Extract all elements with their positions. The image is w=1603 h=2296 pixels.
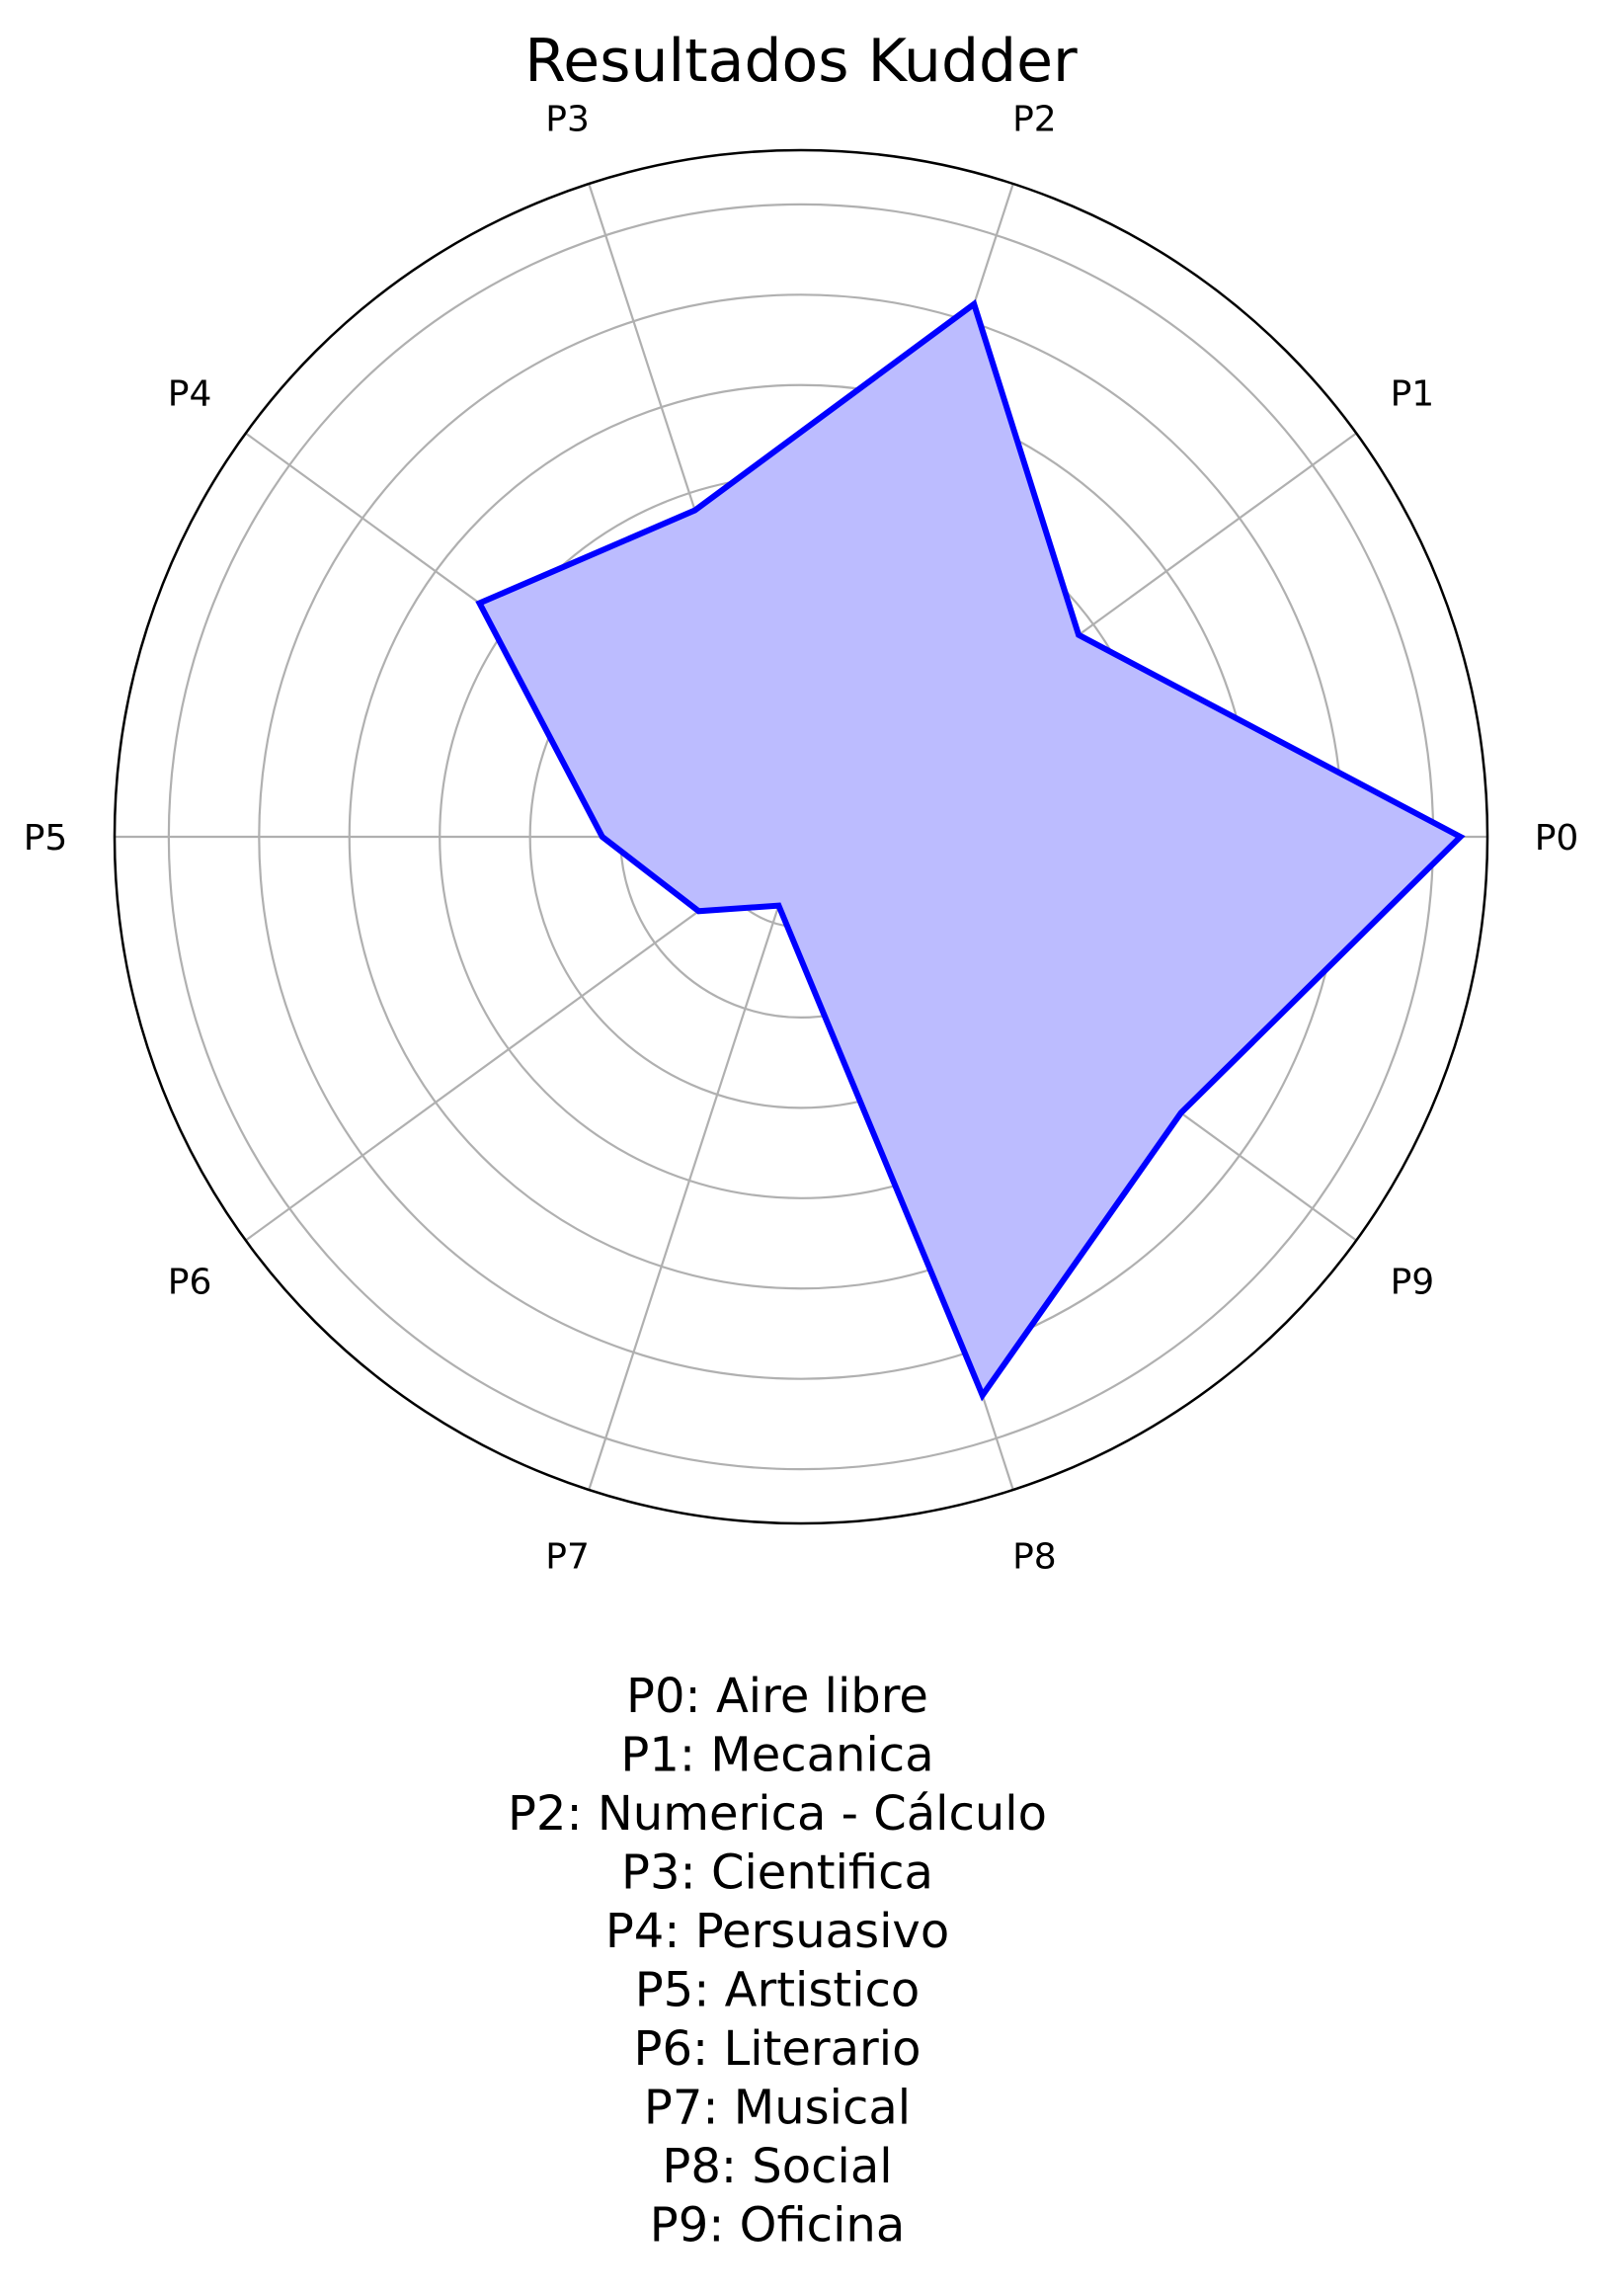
chart-title: Resultados Kudder [524,27,1078,96]
axis-label-p4: P4 [168,373,212,414]
series-line [475,298,1466,1402]
axis-labels: P0 P1 P2 P3 P4 P5 P6 P7 P8 P9 [24,99,1579,1577]
legend-line-2: P2: Numerica - Cálculo [508,1786,1047,1842]
legend-line-3: P3: Cientifica [621,1845,933,1901]
axis-label-p6: P6 [168,1263,212,1303]
legend-line-8: P8: Social [662,2139,892,2194]
data-series [475,298,1466,1402]
legend-line-7: P7: Musical [644,2081,911,2136]
axis-label-p5: P5 [24,818,68,859]
axis-label-p3: P3 [545,99,590,139]
spoke-p7 [588,836,803,1491]
legend-line-6: P6: Literario [634,2021,922,2077]
series-fill [479,303,1461,1396]
axis-label-p2: P2 [1012,99,1057,139]
outer-frame [113,148,1489,1525]
axis-label-p1: P1 [1391,373,1435,414]
legend-line-9: P9: Oficina [650,2198,906,2254]
axis-label-p0: P0 [1535,818,1579,859]
axis-label-p7: P7 [545,1537,590,1578]
axis-label-p8: P8 [1012,1537,1057,1578]
legend-line-5: P5: Artistico [635,1963,921,2018]
legend-line-4: P4: Persuasivo [605,1904,949,1959]
axis-label-p9: P9 [1391,1263,1435,1303]
legend-line-1: P1: Mecanica [620,1728,933,1783]
legend-line-0: P0: Aire libre [626,1669,928,1724]
